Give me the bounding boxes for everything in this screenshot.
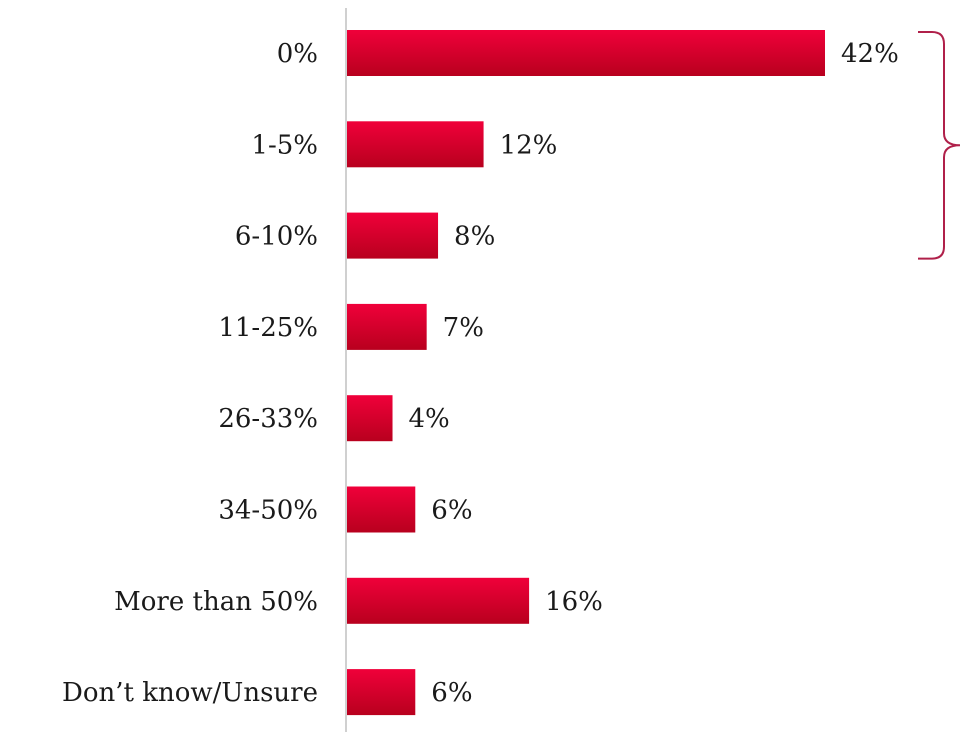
bar <box>347 577 530 624</box>
category-label: 0% <box>277 39 318 69</box>
bar <box>347 486 416 533</box>
category-label: 34-50% <box>218 496 318 526</box>
value-label: 12% <box>500 130 558 160</box>
category-label: 26-33% <box>218 404 318 434</box>
category-label: More than 50% <box>114 587 318 617</box>
value-label: 6% <box>431 496 472 526</box>
category-label: 1-5% <box>251 130 318 160</box>
value-label: 16% <box>545 587 603 617</box>
value-label: 7% <box>443 313 484 343</box>
bar <box>347 30 825 76</box>
bar <box>347 303 427 350</box>
bar <box>347 212 439 259</box>
bar <box>347 395 393 442</box>
value-label: 6% <box>431 678 472 708</box>
category-label: Don’t know/Unsure <box>62 678 318 708</box>
bar <box>347 669 416 716</box>
bracket <box>918 31 961 260</box>
value-label: 8% <box>454 222 495 252</box>
value-label: 4% <box>409 404 450 434</box>
bar <box>347 121 484 168</box>
category-label: 11-25% <box>218 313 318 343</box>
bars-group: 0% 42% 1-5% 12% 6-10% 8% 11-25% 7% 26-33% 4% 34-50… <box>62 30 899 716</box>
category-label: 6-10% <box>235 222 318 252</box>
value-label: 42% <box>841 39 899 69</box>
